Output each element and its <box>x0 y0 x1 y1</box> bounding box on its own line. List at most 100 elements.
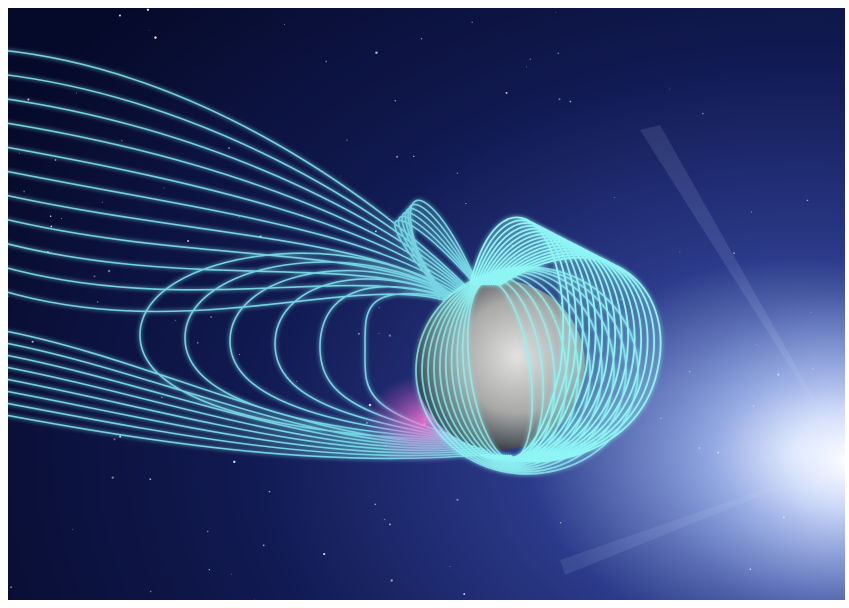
star <box>750 211 753 213</box>
star <box>375 51 378 54</box>
star <box>227 147 231 150</box>
field-loop <box>433 269 603 470</box>
star <box>449 565 451 567</box>
star <box>187 239 190 243</box>
star <box>396 155 399 158</box>
field-line <box>401 211 481 325</box>
star <box>378 332 380 334</box>
star <box>284 23 286 25</box>
star <box>518 234 520 236</box>
star <box>471 21 473 23</box>
star <box>413 155 415 158</box>
star <box>296 380 298 382</box>
star <box>174 319 177 322</box>
star <box>107 269 111 273</box>
field-line <box>8 74 471 293</box>
star <box>161 396 163 398</box>
field-line <box>8 50 471 291</box>
sun-glow <box>659 290 845 600</box>
field-line <box>397 215 481 333</box>
field-line <box>485 238 617 462</box>
frame <box>8 8 845 600</box>
star <box>93 275 96 278</box>
star <box>388 523 391 526</box>
field-line <box>8 194 471 303</box>
star <box>118 14 122 17</box>
star <box>505 91 508 94</box>
star <box>614 196 616 198</box>
star <box>146 8 150 11</box>
star <box>10 586 13 589</box>
star <box>557 52 560 55</box>
field-loop <box>461 277 545 462</box>
star <box>119 435 122 438</box>
star <box>233 460 236 464</box>
star <box>23 190 26 193</box>
star <box>323 553 326 556</box>
star <box>54 159 57 161</box>
field-line <box>8 291 471 313</box>
star <box>208 569 210 571</box>
star <box>206 530 209 533</box>
star <box>96 301 99 303</box>
star <box>375 230 377 233</box>
field-line <box>8 122 471 297</box>
sun-ray <box>640 125 845 454</box>
star <box>230 573 232 575</box>
star <box>660 417 662 419</box>
star <box>148 29 150 31</box>
star <box>390 579 393 582</box>
star <box>340 175 342 177</box>
star <box>569 100 572 103</box>
star <box>463 593 466 596</box>
field-loop <box>439 270 591 468</box>
star <box>456 172 459 174</box>
star <box>18 152 20 154</box>
field-line <box>499 256 662 463</box>
star <box>238 354 240 356</box>
star <box>420 38 423 40</box>
star <box>75 92 77 94</box>
star <box>465 203 467 205</box>
star <box>346 139 348 141</box>
star <box>111 476 114 479</box>
star <box>8 295 9 298</box>
field-loop <box>456 275 556 463</box>
field-line <box>471 219 571 461</box>
star <box>679 251 681 253</box>
star <box>61 217 63 220</box>
star <box>394 99 397 102</box>
field-line <box>229 270 471 441</box>
star <box>669 88 671 90</box>
star <box>163 187 165 189</box>
star <box>388 334 392 337</box>
star <box>196 341 199 344</box>
star <box>154 36 157 39</box>
field-loop <box>450 274 568 465</box>
star <box>374 503 377 506</box>
star <box>558 98 561 101</box>
star <box>357 332 360 335</box>
star <box>702 112 704 115</box>
star <box>149 478 152 481</box>
star <box>560 522 562 524</box>
field-line <box>481 233 604 462</box>
star <box>113 438 116 441</box>
field-loop <box>466 279 534 461</box>
field-line <box>479 230 597 462</box>
star <box>31 340 34 343</box>
star <box>620 298 622 300</box>
dayside-field-lines <box>415 216 662 475</box>
star <box>27 98 30 101</box>
field-line <box>184 261 471 441</box>
star <box>149 590 152 593</box>
star <box>254 598 255 600</box>
star <box>456 498 459 501</box>
field-loop <box>444 272 580 466</box>
field-line <box>8 98 471 295</box>
sun-ray <box>560 461 845 575</box>
star <box>526 66 528 68</box>
field-line <box>394 219 491 341</box>
